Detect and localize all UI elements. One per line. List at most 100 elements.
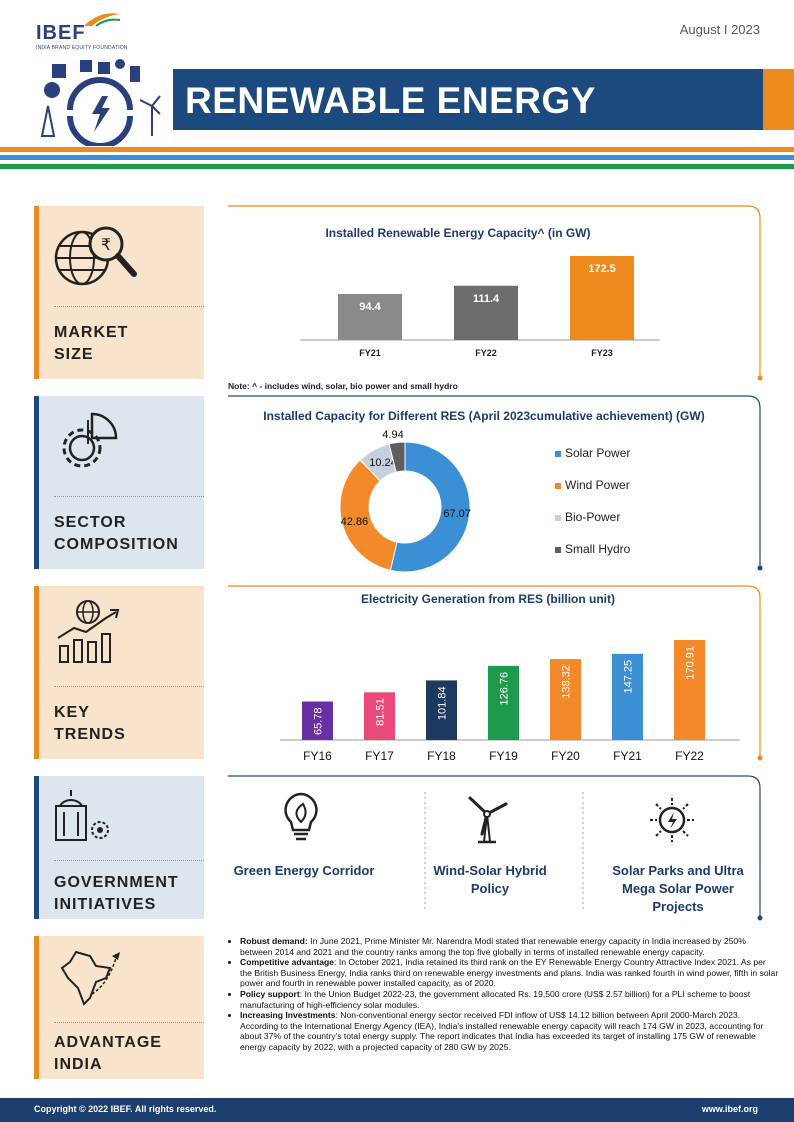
legend-item: Solar Power [555, 446, 630, 460]
bar [570, 256, 634, 340]
logo-swoosh-icon [84, 13, 121, 27]
globe-rising-bars-icon [57, 600, 120, 663]
res-composition-title: Installed Capacity for Different RES (Ap… [263, 409, 705, 423]
slice-value-label: 10.24 [369, 457, 397, 469]
bar-value-label: 170.91 [685, 646, 697, 680]
title-banner [173, 69, 763, 130]
legend-item: Bio-Power [555, 510, 630, 524]
section-label: ADVANTAGE INDIA [54, 1034, 162, 1073]
bar-value-label: 172.5 [588, 263, 616, 275]
advantage-list: Robust demand: In June 2021, Prime Minis… [228, 936, 780, 1053]
bar-value-label: 65.78 [313, 708, 325, 736]
donut-slice [339, 459, 398, 571]
legend-item: Wind Power [555, 478, 630, 492]
lightbulb-leaf-icon [284, 792, 318, 841]
legend-item: Small Hydro [555, 542, 630, 556]
res-donut-chart: 67.07 42.86 10.24 4.94 [339, 429, 471, 573]
capacity-bar-chart: 94.4 FY21 111.4 FY22 172.5 FY23 [300, 256, 660, 358]
x-tick-label: FY21 [359, 348, 381, 358]
legend-label: Solar Power [565, 446, 631, 460]
bar-value-label: 81.51 [375, 698, 387, 726]
orange-stripe [0, 147, 794, 152]
chart-note: Note: ^ - includes wind, solar, bio powe… [228, 381, 458, 391]
list-item: Competitive advantage: In October 2021, … [240, 957, 780, 989]
bar [488, 665, 519, 740]
bar [612, 653, 643, 740]
initiative-wind-solar-hybrid: Wind-Solar Hybrid Policy [433, 863, 547, 896]
legend-label: Bio-Power [565, 510, 621, 524]
footer [0, 1098, 794, 1122]
bar [302, 701, 333, 740]
bar [426, 680, 457, 740]
section-label: KEY TRENDS [54, 704, 126, 743]
renewable-energy-cluster-icon [40, 59, 161, 146]
res-legend: Solar Power Wind Power Bio-Power Small Hydr… [555, 446, 630, 574]
green-stripe [0, 164, 794, 169]
section-sector-composition: SECTOR COMPOSITION [34, 396, 204, 569]
bar [674, 640, 705, 740]
bar [338, 294, 402, 340]
logo-subtitle: INDIA BRAND EQUITY FOUNDATION [36, 45, 128, 51]
banner-accent [763, 69, 794, 130]
legend-swatch [555, 514, 561, 521]
initiative-green-energy-corridor: Green Energy Corridor [233, 863, 375, 878]
legend-label: Wind Power [565, 478, 630, 492]
legend-swatch [555, 450, 561, 457]
legend-swatch [555, 482, 561, 489]
x-tick-label: FY21 [613, 749, 642, 763]
website-link[interactable]: www.ibef.org [701, 1104, 758, 1114]
legend-label: Small Hydro [565, 542, 631, 556]
x-tick-label: FY22 [475, 348, 497, 358]
x-tick-label: FY16 [303, 749, 332, 763]
page-title: RENEWABLE ENERGY [185, 80, 596, 121]
ibef-logo: IBEF [36, 22, 86, 44]
list-item: Robust demand: In June 2021, Prime Minis… [240, 936, 780, 957]
svg-text:₹: ₹ [101, 235, 111, 254]
bar-value-label: 147.25 [623, 660, 635, 694]
bar-value-label: 126.76 [499, 672, 511, 706]
section-label: MARKET SIZE [54, 324, 129, 363]
bar-value-label: 138.32 [561, 665, 573, 699]
x-tick-label: FY22 [675, 749, 704, 763]
section-advantage-india: ADVANTAGE INDIA [34, 936, 204, 1079]
bar-value-label: 94.4 [359, 301, 381, 313]
slice-value-label: 42.86 [341, 516, 369, 528]
x-tick-label: FY19 [489, 749, 518, 763]
initiative-solar-parks: Solar Parks and Ultra Mega Solar Power P… [612, 863, 744, 914]
section-market-size: ₹ MARKET SIZE [34, 206, 204, 379]
list-item: Policy support: In the Union Budget 2022… [240, 989, 780, 1010]
x-tick-label: FY23 [591, 348, 613, 358]
wind-turbine-icon [468, 796, 508, 844]
list-item: Increasing Investments: Non-conventional… [240, 1010, 780, 1052]
bar-value-label: 111.4 [473, 293, 500, 305]
globe-money-magnifier-icon: ₹ [54, 226, 137, 286]
bar [364, 692, 395, 740]
slice-value-label: 67.07 [443, 508, 471, 520]
building-gear-icon [55, 790, 109, 841]
bar [550, 659, 581, 740]
generation-bar-chart: 65.78 FY16 81.51 FY17 101.84 FY18 126.76 FY19 13… [280, 640, 740, 763]
copyright-text: Copyright © 2022 IBEF. All rights reserv… [34, 1104, 217, 1114]
section-government-initiatives: GOVERNMENT INITIATIVES [34, 776, 204, 919]
section-label: SECTOR COMPOSITION [54, 514, 179, 553]
report-date: August I 2023 [679, 22, 760, 37]
donut-slice [388, 441, 406, 473]
x-tick-label: FY18 [427, 749, 456, 763]
india-map-plane-icon [60, 950, 120, 1006]
bar [454, 285, 518, 340]
sun-bolt-icon [650, 798, 694, 842]
x-tick-label: FY20 [551, 749, 580, 763]
x-tick-label: FY17 [365, 749, 394, 763]
generation-chart-title: Electricity Generation from RES (billion… [360, 592, 616, 606]
legend-swatch [555, 546, 561, 553]
section-label: GOVERNMENT INITIATIVES [54, 874, 179, 913]
capacity-chart-title: Installed Renewable Energy Capacity^ (in… [325, 226, 591, 240]
blue-stripe [0, 155, 794, 160]
donut-slice [389, 441, 471, 573]
bar-value-label: 101.84 [437, 686, 449, 720]
gear-pie-chart-icon [62, 412, 118, 468]
slice-value-label: 4.94 [382, 429, 403, 441]
section-key-trends: KEY TRENDS [34, 586, 204, 759]
